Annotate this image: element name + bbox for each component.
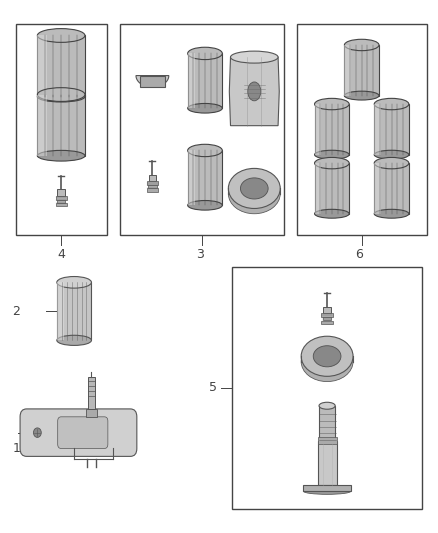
Ellipse shape (314, 209, 349, 218)
Bar (314, 104, 349, 155)
Bar (86, 409, 97, 417)
Ellipse shape (344, 91, 379, 100)
Ellipse shape (228, 168, 280, 208)
Ellipse shape (301, 336, 353, 376)
Polygon shape (230, 57, 279, 126)
Text: 2: 2 (12, 305, 20, 318)
Ellipse shape (344, 39, 379, 51)
Ellipse shape (314, 157, 349, 169)
Ellipse shape (304, 488, 351, 494)
Ellipse shape (188, 144, 223, 157)
Bar (57, 190, 65, 196)
Ellipse shape (37, 150, 85, 161)
Bar (57, 282, 92, 341)
Ellipse shape (248, 82, 261, 101)
Ellipse shape (314, 99, 349, 110)
Bar (57, 199, 66, 203)
Bar (147, 189, 158, 191)
Bar (314, 163, 321, 214)
Ellipse shape (319, 402, 335, 409)
Text: 1: 1 (12, 442, 20, 455)
FancyBboxPatch shape (20, 409, 137, 456)
Ellipse shape (188, 47, 223, 60)
Bar (188, 150, 223, 205)
Bar (323, 307, 331, 313)
Ellipse shape (37, 29, 85, 42)
Bar (57, 282, 64, 341)
Ellipse shape (57, 277, 92, 288)
Ellipse shape (57, 335, 92, 345)
Ellipse shape (230, 51, 278, 63)
Bar (323, 317, 332, 320)
Bar (318, 441, 337, 485)
Bar (120, 24, 284, 235)
Bar (56, 196, 67, 199)
Bar (188, 53, 223, 108)
Bar (319, 406, 335, 441)
Ellipse shape (188, 103, 223, 113)
Bar (37, 36, 85, 96)
Bar (374, 104, 409, 155)
Bar (321, 313, 333, 317)
Ellipse shape (301, 342, 353, 382)
Bar (148, 185, 157, 188)
Text: 4: 4 (57, 248, 65, 261)
Bar (56, 203, 67, 206)
Bar (188, 150, 194, 205)
Ellipse shape (228, 174, 280, 214)
Bar (37, 94, 85, 156)
Ellipse shape (314, 150, 349, 159)
Bar (297, 24, 427, 235)
Ellipse shape (188, 200, 223, 210)
Bar (37, 94, 47, 156)
Ellipse shape (313, 346, 341, 367)
FancyBboxPatch shape (58, 417, 108, 448)
Bar (16, 24, 106, 235)
Bar (232, 266, 422, 509)
Ellipse shape (240, 178, 268, 199)
Ellipse shape (33, 428, 41, 438)
Bar (140, 76, 165, 87)
Text: 3: 3 (196, 248, 204, 261)
Ellipse shape (374, 150, 409, 159)
Ellipse shape (37, 91, 85, 102)
Bar (37, 36, 47, 96)
Bar (321, 321, 333, 324)
Bar (344, 45, 379, 95)
Bar (147, 181, 158, 185)
Text: 6: 6 (356, 248, 364, 261)
Bar (344, 45, 351, 95)
Bar (188, 53, 194, 108)
Bar (318, 438, 337, 443)
Bar (374, 163, 409, 214)
Text: 5: 5 (209, 381, 217, 394)
Ellipse shape (37, 87, 85, 101)
Ellipse shape (374, 209, 409, 218)
Bar (314, 104, 321, 155)
Bar (314, 163, 349, 214)
Polygon shape (136, 76, 169, 87)
Bar (304, 485, 351, 491)
Bar (148, 175, 156, 181)
Ellipse shape (374, 157, 409, 169)
Bar (374, 104, 381, 155)
Ellipse shape (374, 99, 409, 110)
Bar (374, 163, 381, 214)
Bar (88, 377, 95, 409)
